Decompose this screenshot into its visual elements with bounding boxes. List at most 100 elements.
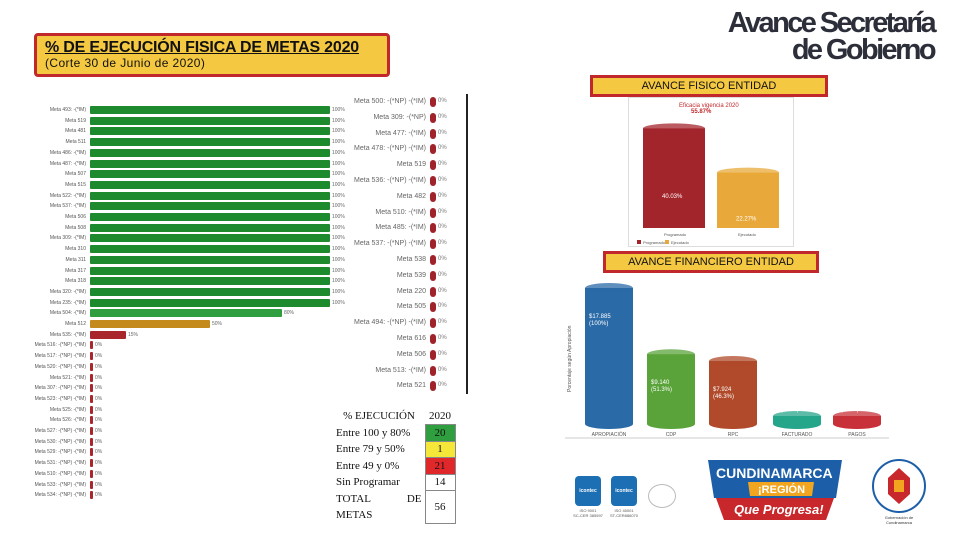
- meta-zero-pct: 0%: [438, 177, 447, 183]
- meta-zero-row: Meta 506 0%: [344, 348, 464, 362]
- meta-bar-label: Meta 487: -(*IM): [49, 160, 86, 167]
- meta-bar: [90, 277, 330, 286]
- gobernacion-emblem-icon: [872, 459, 926, 513]
- meta-zero-label: Meta 485: -(*IM): [375, 224, 426, 232]
- meta-zero-bar: [430, 176, 436, 186]
- meta-zero-pct: 0%: [438, 350, 447, 357]
- fisico-bar-programado: [643, 128, 705, 228]
- icontec-logo-1: icontec ISO 9001 SC-CER 385597: [573, 476, 603, 518]
- gob-text-1: Gobernación de: [884, 515, 914, 520]
- meta-bar-label: Meta 311: [65, 256, 86, 263]
- de-word: DE: [406, 493, 422, 505]
- financiero-bar-base: [585, 419, 633, 429]
- meta-zero-row: Meta 536: -(*NP) -(*IM) 0%: [344, 174, 464, 188]
- meta-zero-row: Meta 510: -(*IM) 0%: [344, 206, 464, 220]
- meta-zero-bar: [430, 97, 436, 107]
- meta-bar-value: 0%: [95, 481, 103, 488]
- meta-bar-label: Meta 508: [65, 224, 86, 231]
- meta-bar: [90, 298, 330, 307]
- meta-bar: [90, 459, 93, 468]
- meta-zero-bar: [430, 223, 436, 234]
- meta-bar-value: 0%: [95, 406, 103, 413]
- meta-bar-row: Meta 531: -(*NP) -(*IM) 0%: [20, 459, 336, 468]
- meta-bar-value: 100%: [332, 299, 345, 306]
- meta-bar-label: Meta 320: -(*IM): [49, 288, 86, 295]
- meta-zero-label: Meta 220: [396, 287, 426, 295]
- summary-table: % EJECUCIÓN 2020 Entre 100 y 80% 20 Entr…: [333, 408, 456, 524]
- meta-bar-value: 100%: [332, 278, 345, 285]
- fisico-chart-svg: Eficacia vigencia 2020 55.87% 40.03% Prog…: [637, 103, 779, 245]
- meta-bar: [90, 341, 93, 350]
- financiero-category-label: PAGOS: [848, 432, 866, 438]
- meta-bar: [90, 180, 330, 189]
- meta-bar-value: 100%: [332, 203, 345, 210]
- meta-bar-label: Meta 317: [65, 267, 86, 274]
- brand-heading: Avance Secretaría de Gobierno: [727, 7, 937, 65]
- cundi-logo-band-red: [716, 498, 834, 520]
- meta-zero-pct: 0%: [438, 319, 447, 326]
- meta-bar-row: Meta 506 100%: [20, 213, 345, 221]
- meta-bar-row: Meta 517: -(*NP) -(*IM) 0%: [20, 352, 336, 361]
- meta-bar-value: 0%: [95, 428, 103, 434]
- meta-zero-label: Meta 510: -(*IM): [375, 208, 426, 216]
- meta-zero-pct: 0%: [438, 287, 447, 294]
- meta-bar-row: Meta 526: -(*IM) 0%: [20, 416, 336, 425]
- summary-row: Entre 100 y 80% 20: [333, 424, 456, 442]
- meta-zero-pct: 0%: [438, 335, 447, 341]
- meta-bar-value: 100%: [332, 149, 345, 156]
- summary-total-row: TOTAL DE METAS 56: [333, 490, 456, 524]
- meta-bar: [90, 159, 330, 168]
- cundinamarca-logo: CUNDINAMARCA ¡REGIÓN Que Progresa!: [702, 458, 848, 522]
- meta-zero-bar: [430, 112, 436, 123]
- meta-bar-value: 100%: [332, 107, 345, 113]
- meta-zero-label: Meta 506: [396, 350, 426, 358]
- meta-bar-label: Meta 535: -(*IM): [49, 331, 86, 338]
- meta-bar: [90, 416, 93, 425]
- meta-zero-bar: [430, 318, 436, 329]
- fisico-bar-top: [643, 123, 705, 134]
- meta-zero-pct: 0%: [438, 303, 447, 310]
- meta-bar-row: Meta 537: -(*IM) 100%: [20, 202, 345, 211]
- legend-label-programado: Programado: [643, 240, 666, 245]
- financiero-category-label: RPC: [728, 432, 739, 438]
- meta-bar: [90, 148, 330, 157]
- summary-header-year: 2020: [429, 410, 451, 422]
- meta-bar-label: Meta 523: -(*NP) -(*IM): [34, 395, 86, 402]
- financiero-bar-base: [833, 419, 881, 429]
- meta-bar: [90, 405, 93, 414]
- meta-bar-label: Meta 507: [65, 171, 86, 178]
- meta-zero-label: Meta 616: [396, 335, 426, 342]
- meta-zero-bar: [430, 160, 436, 171]
- meta-bar: [90, 266, 330, 275]
- meta-bar: [90, 373, 93, 382]
- icontec-badge-1: icontec: [575, 476, 601, 506]
- meta-zero-pct: 0%: [438, 224, 447, 231]
- fisico-chart-title: Eficacia vigencia 2020: [679, 103, 739, 109]
- meta-zero-label: Meta 482: [396, 192, 426, 200]
- meta-bar-value: 0%: [95, 363, 103, 370]
- meta-zero-label: Meta 539: [396, 271, 426, 279]
- meta-zero-row: Meta 485: -(*IM) 0%: [344, 221, 464, 235]
- meta-zero-pct: 0%: [438, 98, 447, 104]
- meta-bar-value: 100%: [332, 235, 345, 242]
- brand-line-1: Avance Secretaría: [727, 7, 937, 39]
- meta-bar: [90, 448, 93, 457]
- meta-bar-row: Meta 529: -(*NP) -(*IM) 0%: [20, 448, 336, 457]
- legend-label-ejecutado: Ejecutado: [671, 240, 690, 245]
- meta-bar: [90, 469, 93, 478]
- meta-bar: [90, 437, 93, 446]
- meta-bar-value: 100%: [332, 192, 345, 199]
- meta-bar-value: 100%: [332, 128, 345, 135]
- meta-bar-value: 0%: [95, 470, 103, 477]
- meta-bar: [90, 234, 330, 243]
- financiero-bar-label: (46.3%): [713, 394, 734, 400]
- meta-bar: [90, 491, 93, 500]
- financiero-banner: AVANCE FINANCIERO ENTIDAD: [603, 251, 819, 273]
- cundinamarca-logo-svg: CUNDINAMARCA ¡REGIÓN Que Progresa!: [708, 460, 842, 520]
- meta-bar: [90, 427, 93, 435]
- icontec-2-code: ST-CER886070: [609, 513, 638, 518]
- meta-bar-row: Meta 512 50%: [20, 320, 336, 328]
- meta-bar-label: Meta 530: -(*NP) -(*IM): [34, 438, 86, 445]
- meta-bar-value: 100%: [332, 214, 345, 220]
- meta-zero-pct: 0%: [438, 161, 447, 168]
